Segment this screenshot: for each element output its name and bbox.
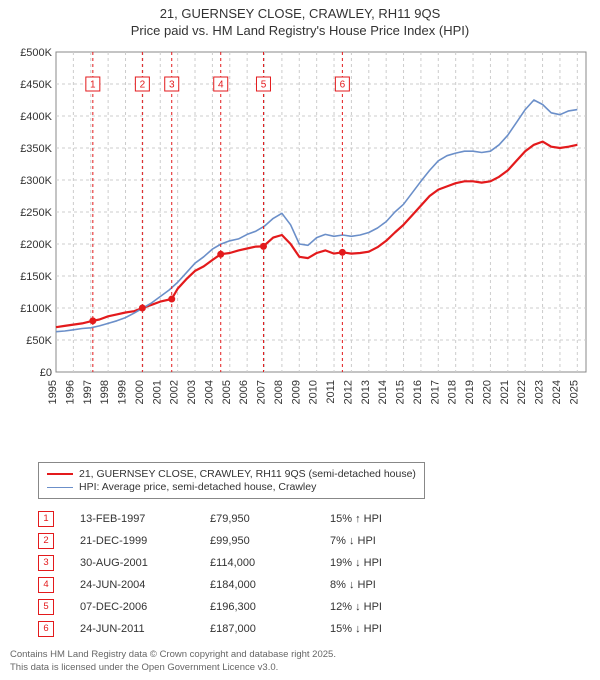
svg-text:£50K: £50K	[26, 335, 52, 347]
svg-text:2024: 2024	[551, 380, 563, 404]
svg-text:2023: 2023	[534, 380, 546, 404]
svg-text:2019: 2019	[464, 380, 476, 404]
transaction-row: 5 07-DEC-2006£196,30012% ↓ HPI	[38, 596, 440, 618]
svg-text:2022: 2022	[516, 380, 528, 404]
svg-text:2013: 2013	[360, 380, 372, 404]
transaction-row: 3 30-AUG-2001£114,00019% ↓ HPI	[38, 552, 440, 574]
transaction-price: £79,950	[210, 513, 330, 525]
transaction-hpi: 19% ↓ HPI	[330, 557, 440, 569]
svg-text:2010: 2010	[308, 380, 320, 404]
svg-text:2006: 2006	[238, 380, 250, 404]
svg-text:2002: 2002	[169, 380, 181, 404]
svg-text:2003: 2003	[186, 380, 198, 404]
transaction-date: 07-DEC-2006	[80, 601, 210, 613]
transaction-hpi: 12% ↓ HPI	[330, 601, 440, 613]
svg-text:2016: 2016	[412, 380, 424, 404]
transaction-price: £99,950	[210, 535, 330, 547]
svg-text:3: 3	[169, 80, 175, 91]
chart-area: £0 £50K £100K £150K £200K £250K £300K £350K £400…	[8, 48, 592, 424]
svg-text:2000: 2000	[134, 380, 146, 404]
svg-text:1996: 1996	[64, 380, 76, 404]
svg-text:2004: 2004	[203, 380, 215, 404]
transaction-date: 13-FEB-1997	[80, 513, 210, 525]
footer-attribution: Contains HM Land Registry data © Crown c…	[10, 649, 336, 674]
svg-text:2011: 2011	[325, 380, 337, 404]
title-line-2: Price paid vs. HM Land Registry's House …	[131, 23, 469, 38]
transaction-date: 30-AUG-2001	[80, 557, 210, 569]
transaction-date: 24-JUN-2004	[80, 579, 210, 591]
svg-text:£300K: £300K	[20, 175, 52, 187]
transactions-table: 1 13-FEB-1997£79,95015% ↑ HPI 2 21-DEC-1999…	[38, 508, 440, 640]
legend-label: HPI: Average price, semi-detached house,…	[79, 481, 316, 493]
svg-text:5: 5	[261, 80, 267, 91]
transaction-hpi: 8% ↓ HPI	[330, 579, 440, 591]
svg-text:£500K: £500K	[20, 48, 52, 59]
svg-text:£0: £0	[40, 367, 52, 379]
transaction-badge: 1	[38, 511, 54, 527]
transaction-row: 4 24-JUN-2004£184,0008% ↓ HPI	[38, 574, 440, 596]
transaction-row: 1 13-FEB-1997£79,95015% ↑ HPI	[38, 508, 440, 530]
svg-text:2001: 2001	[151, 380, 163, 404]
footer-line-2: This data is licensed under the Open Gov…	[10, 662, 278, 673]
svg-text:£350K: £350K	[20, 143, 52, 155]
svg-text:2007: 2007	[256, 380, 268, 404]
legend-swatch	[47, 473, 73, 475]
transaction-badge: 5	[38, 599, 54, 615]
svg-text:2014: 2014	[377, 380, 389, 404]
legend-label: 21, GUERNSEY CLOSE, CRAWLEY, RH11 9QS (s…	[79, 468, 416, 480]
transaction-date: 21-DEC-1999	[80, 535, 210, 547]
svg-text:£400K: £400K	[20, 111, 52, 123]
transaction-hpi: 15% ↑ HPI	[330, 513, 440, 525]
svg-text:£450K: £450K	[20, 79, 52, 91]
svg-text:2: 2	[140, 80, 146, 91]
svg-text:2015: 2015	[395, 380, 407, 404]
legend-item: 21, GUERNSEY CLOSE, CRAWLEY, RH11 9QS (s…	[47, 468, 416, 480]
svg-text:£150K: £150K	[20, 271, 52, 283]
svg-text:2025: 2025	[568, 380, 580, 404]
svg-text:2018: 2018	[447, 380, 459, 404]
transaction-price: £114,000	[210, 557, 330, 569]
transaction-price: £196,300	[210, 601, 330, 613]
legend-item: HPI: Average price, semi-detached house,…	[47, 481, 416, 493]
transaction-hpi: 15% ↓ HPI	[330, 623, 440, 635]
transaction-badge: 4	[38, 577, 54, 593]
transaction-date: 24-JUN-2011	[80, 623, 210, 635]
svg-text:2012: 2012	[342, 380, 354, 404]
transaction-badge: 6	[38, 621, 54, 637]
svg-text:2020: 2020	[481, 380, 493, 404]
title-line-1: 21, GUERNSEY CLOSE, CRAWLEY, RH11 9QS	[160, 6, 441, 21]
transaction-badge: 3	[38, 555, 54, 571]
svg-text:1995: 1995	[47, 380, 59, 404]
svg-text:2021: 2021	[499, 380, 511, 404]
svg-text:2005: 2005	[221, 380, 233, 404]
svg-text:1997: 1997	[82, 380, 94, 404]
svg-text:4: 4	[218, 80, 224, 91]
chart-container: 21, GUERNSEY CLOSE, CRAWLEY, RH11 9QS Pr…	[0, 0, 600, 680]
chart-title: 21, GUERNSEY CLOSE, CRAWLEY, RH11 9QS Pr…	[0, 0, 600, 40]
svg-text:1: 1	[90, 80, 96, 91]
footer-line-1: Contains HM Land Registry data © Crown c…	[10, 649, 336, 660]
transaction-price: £184,000	[210, 579, 330, 591]
svg-text:2008: 2008	[273, 380, 285, 404]
svg-text:2017: 2017	[429, 380, 441, 404]
chart-svg: £0 £50K £100K £150K £200K £250K £300K £350K £400…	[8, 48, 592, 424]
transaction-row: 2 21-DEC-1999£99,9507% ↓ HPI	[38, 530, 440, 552]
svg-text:1999: 1999	[117, 380, 129, 404]
legend: 21, GUERNSEY CLOSE, CRAWLEY, RH11 9QS (s…	[38, 462, 425, 499]
svg-text:2009: 2009	[290, 380, 302, 404]
transaction-badge: 2	[38, 533, 54, 549]
svg-text:1998: 1998	[99, 380, 111, 404]
transaction-hpi: 7% ↓ HPI	[330, 535, 440, 547]
svg-text:£200K: £200K	[20, 239, 52, 251]
legend-swatch	[47, 487, 73, 488]
transaction-price: £187,000	[210, 623, 330, 635]
svg-text:£100K: £100K	[20, 303, 52, 315]
svg-text:6: 6	[340, 80, 346, 91]
transaction-row: 6 24-JUN-2011£187,00015% ↓ HPI	[38, 618, 440, 640]
svg-text:£250K: £250K	[20, 207, 52, 219]
